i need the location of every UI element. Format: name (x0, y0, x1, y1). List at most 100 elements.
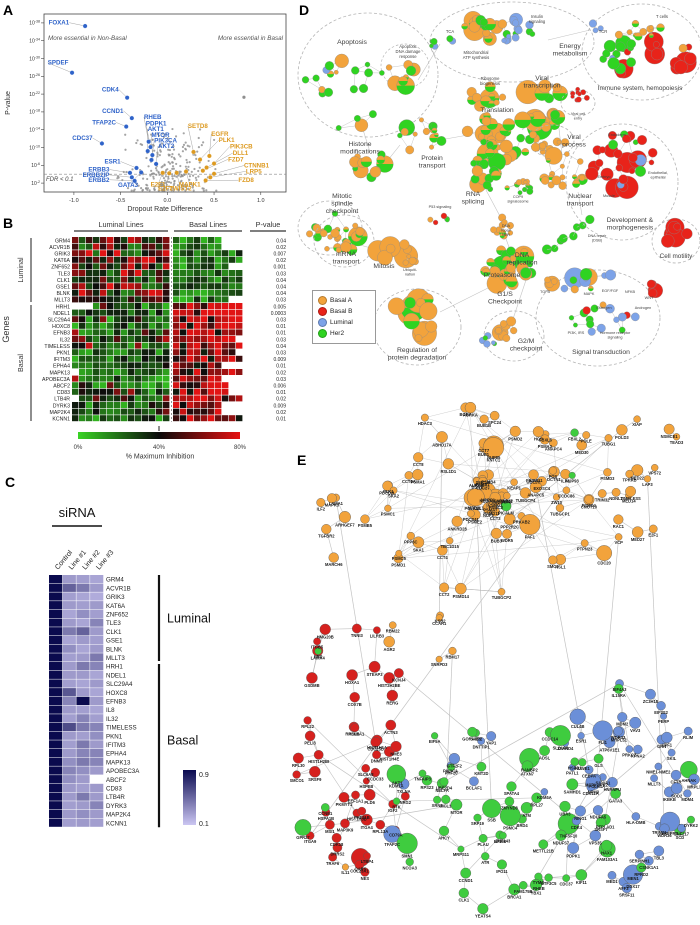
svg-text:MAPK3: MAPK3 (325, 503, 340, 508)
svg-text:ANAPC4: ANAPC4 (545, 447, 563, 452)
svg-text:MAP3K9: MAP3K9 (337, 828, 354, 833)
svg-text:PATL1: PATL1 (566, 770, 579, 775)
svg-text:ILF3: ILF3 (561, 479, 570, 484)
svg-text:PDPK1: PDPK1 (566, 853, 580, 858)
svg-text:SPATA4: SPATA4 (504, 791, 520, 796)
svg-text:10-6: 10-6 (31, 162, 40, 169)
svg-text:CEBPA: CEBPA (582, 773, 596, 778)
svg-text:MED1: MED1 (606, 879, 618, 884)
svg-text:0.03: 0.03 (276, 318, 286, 324)
svg-text:ZW10: ZW10 (551, 500, 563, 505)
svg-text:CLK1: CLK1 (57, 278, 70, 284)
svg-text:NDUFA5: NDUFA5 (590, 815, 607, 820)
svg-text:PICALM: PICALM (498, 511, 514, 516)
svg-text:APOBEC3A: APOBEC3A (42, 377, 71, 383)
svg-text:GORASP2: GORASP2 (462, 736, 483, 741)
svg-text:10-26: 10-26 (29, 73, 40, 80)
svg-text:MLLT3: MLLT3 (648, 781, 662, 786)
svg-text:EPHA4: EPHA4 (106, 751, 127, 758)
gene-network-svg: SKA1 TUBGCP4 FBXL2 NUF2 PRKAB2 NSL1 BUB1 BUB1B T… (290, 401, 700, 919)
svg-text:TUBG1: TUBG1 (602, 441, 617, 446)
svg-text:CCT7: CCT7 (478, 448, 489, 453)
svg-text:IGF2: IGF2 (388, 808, 398, 813)
svg-text:-1.0: -1.0 (69, 198, 78, 204)
svg-text:0.0003: 0.0003 (271, 311, 287, 317)
legend-item: Basal A (318, 296, 370, 305)
svg-text:PPP6C: PPP6C (404, 539, 417, 544)
svg-text:CCND1: CCND1 (102, 108, 124, 115)
svg-text:0.006: 0.006 (273, 384, 286, 390)
svg-text:CCT2: CCT2 (439, 592, 450, 597)
svg-text:SLC29A4: SLC29A4 (106, 681, 133, 688)
svg-text:APOBEC3A: APOBEC3A (106, 768, 140, 775)
svg-text:HIST1H2BI: HIST1H2BI (308, 759, 329, 764)
svg-text:TIMELESS: TIMELESS (44, 344, 70, 350)
legend-item: Her2 (318, 329, 370, 338)
svg-text:KIF11: KIF11 (576, 880, 588, 885)
svg-text:0.009: 0.009 (273, 403, 286, 409)
svg-text:CCNE1: CCNE1 (318, 811, 333, 816)
svg-text:Luminal: Luminal (167, 612, 211, 626)
svg-text:TUBGCP2: TUBGCP2 (492, 595, 512, 600)
svg-text:ITGB5: ITGB5 (311, 645, 324, 650)
svg-text:MAPK13: MAPK13 (50, 370, 71, 376)
svg-text:ABCF2: ABCF2 (106, 777, 127, 784)
svg-text:UPF1: UPF1 (662, 743, 673, 748)
svg-text:MLLT3: MLLT3 (106, 655, 125, 662)
svg-text:KEAP1: KEAP1 (507, 485, 521, 490)
svg-text:BUB3: BUB3 (491, 538, 503, 543)
svg-text:PTPLAD1: PTPLAD1 (596, 825, 615, 830)
svg-text:0.04: 0.04 (276, 291, 286, 297)
svg-text:Basal: Basal (16, 354, 25, 372)
subtype-legend: Basal A Basal B Luminal Her2 (312, 290, 376, 344)
svg-text:TRIM32: TRIM32 (595, 497, 610, 502)
panel-c-sirna-heatmap: siRNA Control Line #1 Line #2 Line #3 GRM4 ACV… (0, 460, 232, 925)
svg-text:ITGA4: ITGA4 (361, 825, 374, 830)
svg-text:0.007: 0.007 (273, 252, 286, 258)
svg-text:PSMD11: PSMD11 (483, 511, 500, 516)
svg-text:TNFAIP3: TNFAIP3 (414, 777, 432, 782)
svg-text:0.03: 0.03 (276, 377, 286, 383)
svg-text:DYRK3: DYRK3 (106, 803, 127, 810)
svg-text:KAT6A: KAT6A (54, 258, 71, 264)
svg-text:EP300: EP300 (494, 839, 507, 844)
svg-text:HSPB8: HSPB8 (360, 784, 374, 789)
svg-text:SMC1A: SMC1A (476, 480, 490, 485)
svg-text:KCNN1: KCNN1 (52, 417, 70, 423)
svg-text:PAF1: PAF1 (525, 534, 536, 539)
svg-text:NUP93: NUP93 (566, 478, 580, 483)
svg-text:FLI1: FLI1 (598, 740, 607, 745)
svg-text:EIF5A: EIF5A (429, 739, 441, 744)
svg-text:PSMB4: PSMB4 (481, 480, 496, 485)
svg-text:VPS72: VPS72 (648, 471, 661, 476)
svg-text:NUP85: NUP85 (487, 455, 501, 460)
svg-text:HMG20B: HMG20B (317, 634, 334, 639)
svg-text:GRM4: GRM4 (106, 577, 124, 584)
svg-text:Genes: Genes (1, 316, 11, 343)
svg-text:RBM17: RBM17 (446, 654, 461, 659)
svg-text:DYRK3: DYRK3 (53, 403, 70, 409)
svg-text:PSMA3: PSMA3 (538, 444, 553, 449)
svg-text:ACVR1B: ACVR1B (106, 585, 131, 592)
svg-text:DYRK2: DYRK2 (684, 823, 699, 828)
legend-item: Luminal (318, 318, 370, 327)
svg-text:HSPD1: HSPD1 (568, 765, 582, 770)
svg-text:GLS: GLS (594, 763, 603, 768)
legend-label: Basal B (330, 308, 353, 315)
svg-text:Basal: Basal (167, 733, 198, 747)
legend-label: Luminal (330, 319, 353, 326)
svg-text:HDAC3: HDAC3 (418, 421, 433, 426)
svg-text:PSMA1: PSMA1 (411, 480, 426, 485)
svg-text:IFITM3: IFITM3 (54, 357, 71, 363)
svg-text:SOD2: SOD2 (671, 793, 683, 798)
svg-text:0.04: 0.04 (276, 278, 286, 284)
svg-text:MDM4: MDM4 (681, 797, 694, 802)
svg-text:RHEB: RHEB (533, 886, 545, 891)
svg-text:PTPN23: PTPN23 (577, 546, 593, 551)
svg-text:FBXL5: FBXL5 (539, 437, 553, 442)
svg-text:CCDC14: CCDC14 (542, 737, 559, 742)
svg-text:FBXW11: FBXW11 (526, 478, 543, 483)
